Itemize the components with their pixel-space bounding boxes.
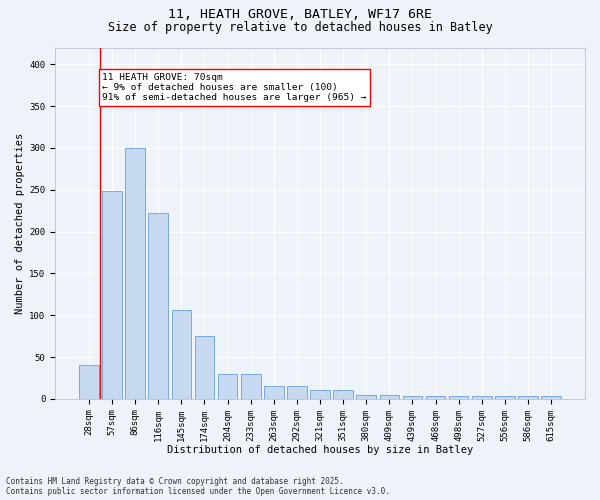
Text: Contains HM Land Registry data © Crown copyright and database right 2025.
Contai: Contains HM Land Registry data © Crown c…	[6, 476, 390, 496]
Bar	[287, 386, 307, 399]
Bar	[241, 374, 260, 399]
Bar	[125, 148, 145, 399]
Bar	[333, 390, 353, 399]
Text: 11 HEATH GROVE: 70sqm
← 9% of detached houses are smaller (100)
91% of semi-deta: 11 HEATH GROVE: 70sqm ← 9% of detached h…	[103, 72, 367, 102]
Bar	[403, 396, 422, 399]
Bar	[426, 396, 445, 399]
Text: Size of property relative to detached houses in Batley: Size of property relative to detached ho…	[107, 21, 493, 34]
Y-axis label: Number of detached properties: Number of detached properties	[15, 132, 25, 314]
Bar	[218, 374, 238, 399]
Bar	[102, 192, 122, 399]
Bar	[380, 394, 399, 399]
X-axis label: Distribution of detached houses by size in Batley: Distribution of detached houses by size …	[167, 445, 473, 455]
Bar	[310, 390, 330, 399]
Bar	[495, 396, 515, 399]
Bar	[518, 396, 538, 399]
Text: 11, HEATH GROVE, BATLEY, WF17 6RE: 11, HEATH GROVE, BATLEY, WF17 6RE	[168, 8, 432, 20]
Bar	[79, 366, 99, 399]
Bar	[541, 396, 561, 399]
Bar	[356, 394, 376, 399]
Bar	[172, 310, 191, 399]
Bar	[264, 386, 284, 399]
Bar	[194, 336, 214, 399]
Bar	[449, 396, 469, 399]
Bar	[148, 213, 168, 399]
Bar	[472, 396, 491, 399]
